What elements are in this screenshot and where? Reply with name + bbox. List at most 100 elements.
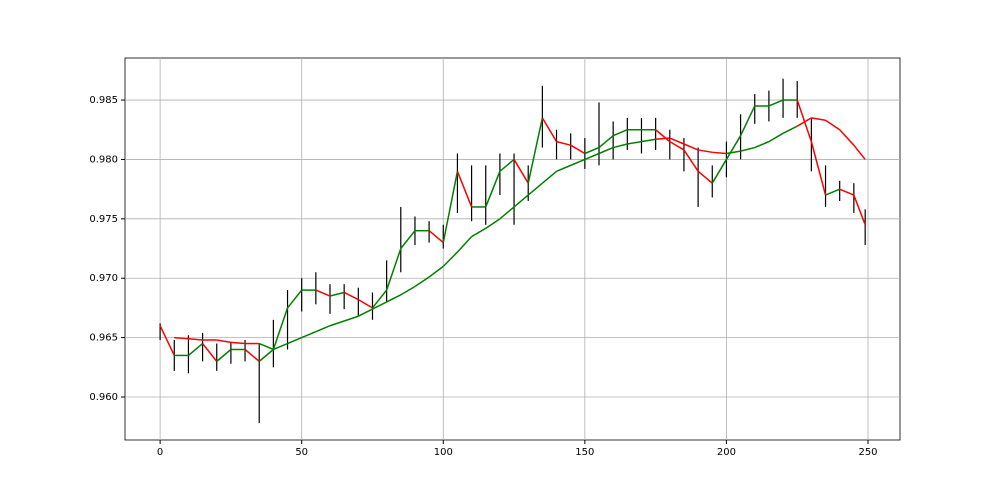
ma-segment	[570, 158, 586, 167]
close-segment	[499, 158, 515, 172]
close-segment	[216, 348, 232, 362]
close-segment	[612, 129, 628, 137]
ma-segment	[188, 338, 203, 341]
ma-segment	[697, 149, 713, 154]
close-segment	[570, 144, 586, 155]
x-tick-label: 250	[858, 447, 877, 458]
close-segment	[400, 230, 416, 249]
close-segment	[683, 149, 699, 172]
close-segment	[357, 298, 373, 309]
y-tick-label: 0.980	[89, 154, 118, 165]
close-segment	[839, 188, 855, 196]
x-tick-label: 200	[717, 447, 736, 458]
close-segment	[442, 171, 459, 243]
close-segment	[825, 188, 840, 196]
close-segment	[385, 248, 402, 291]
ma-segment	[230, 341, 246, 345]
ma-segment	[669, 137, 685, 145]
close-segment	[315, 289, 331, 297]
ma-segment	[428, 265, 444, 278]
close-segment	[244, 348, 260, 362]
ma-segment	[386, 294, 402, 303]
ma-segment	[584, 152, 600, 161]
close-segment	[428, 230, 444, 244]
ma-segment	[627, 140, 642, 145]
ma-segment	[712, 151, 727, 155]
ma-segment	[796, 117, 812, 127]
ma-segment	[442, 251, 458, 267]
close-segment	[159, 325, 175, 356]
close-segment	[598, 135, 614, 149]
close-segment	[201, 343, 218, 362]
ma-segment	[839, 129, 855, 146]
ma-segment	[301, 330, 317, 339]
ma-segment	[273, 342, 288, 351]
close-segment	[853, 194, 866, 226]
ma-segment	[598, 146, 614, 155]
ma-segment	[612, 143, 628, 149]
close-segment	[258, 348, 274, 362]
ma-segment	[740, 146, 755, 152]
close-segment	[556, 140, 571, 146]
close-segment	[541, 117, 558, 143]
y-tick-label: 0.975	[89, 214, 118, 225]
close-segment	[655, 129, 671, 143]
ma-segment	[471, 227, 487, 238]
ma-segment	[499, 206, 515, 220]
x-tick-label: 150	[575, 447, 594, 458]
close-segment	[371, 289, 388, 309]
x-tick-label: 100	[434, 447, 453, 458]
close-segment	[456, 171, 473, 208]
x-tick-label: 0	[157, 447, 163, 458]
ma-segment	[372, 301, 387, 310]
close-segment	[527, 117, 544, 184]
ma-segment	[329, 320, 345, 327]
ma-segment	[414, 276, 430, 288]
close-segment	[739, 105, 756, 137]
close-segment	[513, 159, 529, 184]
ma-segment	[825, 119, 841, 131]
ma-segment	[357, 308, 373, 317]
plot-frame	[124, 57, 901, 441]
ma-segment	[768, 132, 784, 143]
ma-segment	[456, 236, 473, 253]
ma-segment	[485, 218, 501, 229]
ma-segment	[556, 164, 571, 173]
ma-segment	[683, 143, 699, 151]
ma-segment	[726, 150, 741, 155]
ma-segment	[174, 336, 189, 340]
ma-segment	[655, 137, 670, 140]
ma-segment	[258, 342, 274, 351]
y-tick-label: 0.985	[89, 95, 118, 106]
y-tick-label: 0.970	[89, 273, 118, 284]
ma-segment	[513, 194, 529, 208]
close-segment	[697, 170, 713, 184]
close-segment	[272, 307, 289, 350]
close-segment	[669, 140, 685, 151]
close-segment	[584, 146, 600, 155]
close-segment	[329, 291, 345, 297]
close-segment	[343, 291, 359, 301]
ma-segment	[641, 138, 656, 143]
ma-segment	[287, 336, 302, 345]
ma-segment	[782, 125, 798, 134]
close-segment	[485, 171, 501, 208]
ma-segment	[541, 170, 558, 184]
y-tick-label: 0.965	[89, 333, 118, 344]
ma-segment	[853, 144, 866, 160]
ma-segment	[811, 117, 826, 121]
close-segment	[187, 342, 204, 357]
ma-segment	[216, 339, 232, 344]
ma-segment	[343, 315, 359, 322]
close-segment	[768, 99, 784, 107]
close-segment	[725, 135, 742, 160]
close-segment	[810, 141, 827, 196]
y-tick-label: 0.960	[89, 392, 118, 403]
ma-segment	[527, 182, 543, 196]
close-segment	[286, 289, 303, 309]
x-tick-label: 50	[295, 447, 308, 458]
close-segment	[796, 99, 813, 142]
ma-segment	[315, 325, 331, 333]
ma-segment	[754, 140, 770, 149]
